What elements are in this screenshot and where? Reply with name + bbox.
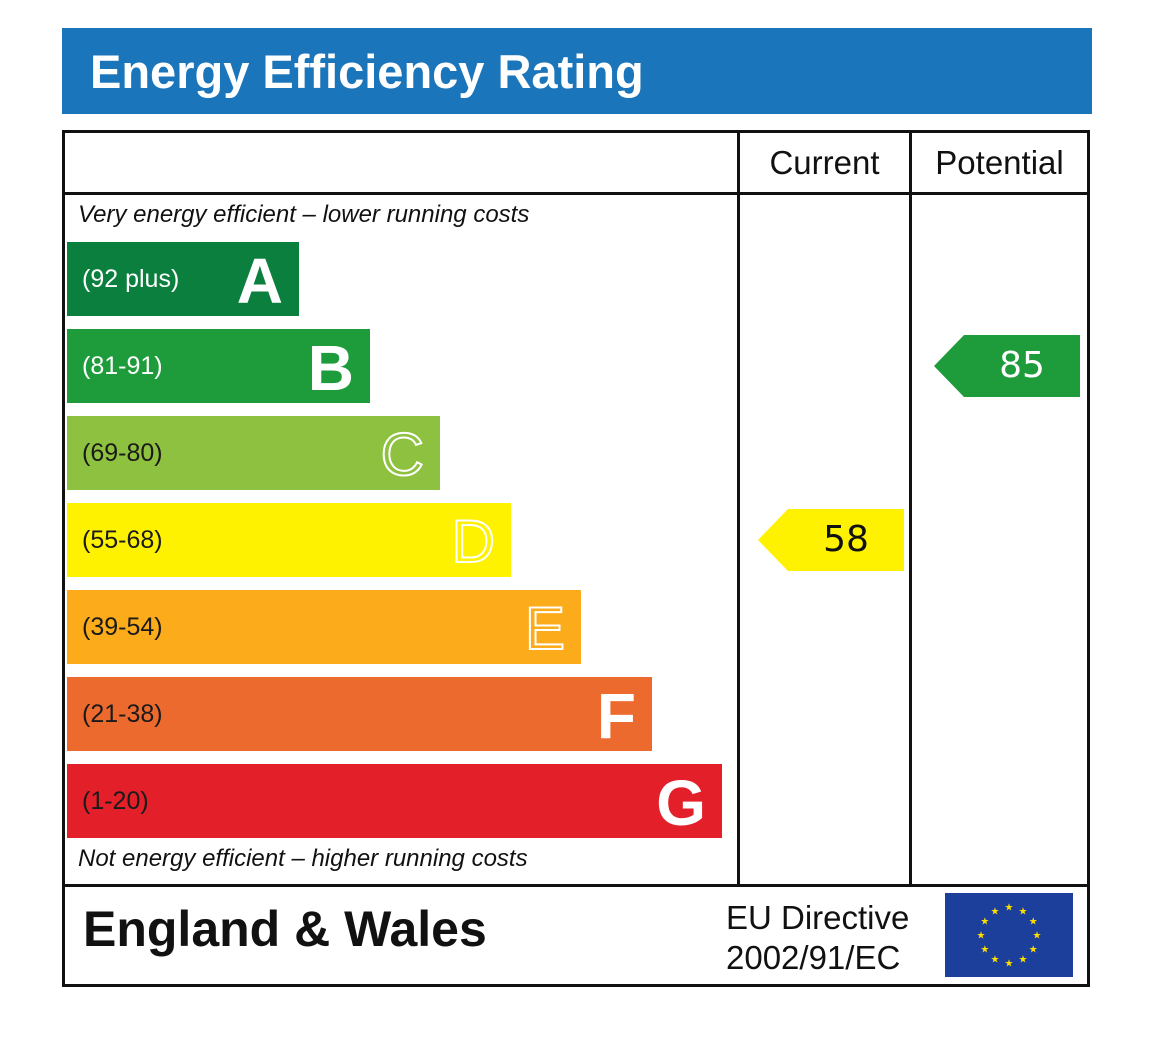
band-letter: C [380,420,425,489]
band-b: (81-91) B [67,329,370,404]
potential-column-header: Potential [935,144,1064,181]
eu-star-icon: ★ [1029,917,1038,928]
bottom-caption: Not energy efficient – higher running co… [78,845,528,872]
band-d: (55-68) D [67,503,511,577]
potential-column-divider [909,130,912,886]
eu-star-icon: ★ [1033,931,1042,942]
current-column-header: Current [769,144,880,181]
band-range-label: (39-54) [82,613,163,641]
rating-frame [62,130,1090,987]
band-range-label: (69-80) [82,439,163,467]
footer-divider [62,884,1090,887]
potential-marker-shape [934,335,1080,397]
band-letter: B [307,332,354,404]
current-column-divider [737,130,740,886]
band-letter: A [236,245,283,317]
eu-star-icon: ★ [1029,945,1038,956]
eu-star-icon: ★ [980,917,989,928]
title-bar: Energy Efficiency Rating [62,28,1092,114]
directive-label: EU Directive 2002/91/EC [726,898,909,978]
band-f: (21-38) F [67,677,652,752]
eu-star-icon: ★ [991,955,1000,966]
band-letter: E [524,594,566,663]
eu-star-icon: ★ [980,945,989,956]
eu-star-icon: ★ [1019,906,1028,917]
current-marker-arrow [758,509,904,571]
eu-stars-icon: ★ ★★★★★★★★★★★ [977,903,1042,970]
eu-star-icon: ★ [991,906,1000,917]
current-marker-shape [758,509,904,571]
top-caption: Very energy efficient – lower running co… [78,201,530,228]
band-letter: D [451,507,496,576]
band-range-label: (21-38) [82,700,163,728]
eu-star-icon: ★ [1005,959,1014,970]
band-range-label: (1-20) [82,787,149,815]
band-e: (39-54) E [67,590,581,664]
band-a: (92 plus) A [67,242,299,317]
band-range-label: (92 plus) [82,265,180,293]
band-g: (1-20) G [67,764,722,839]
directive-line-2: 2002/91/EC [726,939,901,976]
band-letter: F [596,680,636,752]
directive-line-1: EU Directive [726,899,910,936]
eu-flag-icon: ★ ★ ★ ★ ★ ★ ★ ★ ★ ★ ★ ★ [945,893,1073,977]
band-range-label: (55-68) [82,526,163,554]
eu-star-icon: ★ [1005,903,1014,914]
band-range-label: (81-91) [82,352,163,380]
band-letter: G [656,767,706,839]
eu-star-icon: ★ [977,931,986,942]
current-rating-value: 58 [823,519,869,560]
potential-rating-value: 85 [999,345,1045,386]
current-rating-marker: 58 [758,509,904,571]
band-c: (69-80) C [67,416,440,490]
eu-star-icon: ★ [1019,955,1028,966]
potential-rating-marker: 85 [934,335,1080,397]
potential-marker-arrow [934,335,1080,397]
header-divider [62,192,1090,195]
region-label: England & Wales [83,901,487,957]
chart-title: Energy Efficiency Rating [90,45,644,98]
